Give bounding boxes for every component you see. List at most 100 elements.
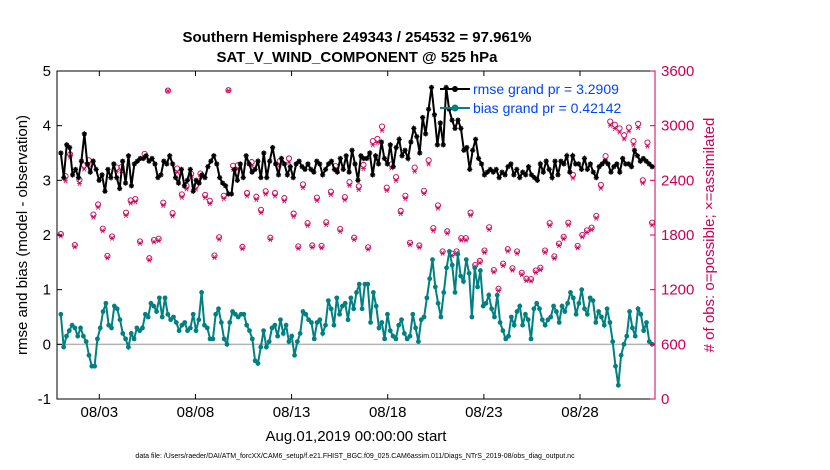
rmse-point: [534, 177, 540, 183]
obs-assimilated-point: [151, 239, 157, 245]
bias-point: [173, 320, 179, 325]
rmse-point: [408, 139, 414, 145]
rmse-point: [152, 161, 158, 167]
bias-point: [154, 309, 159, 314]
obs-assimilated-point: [421, 190, 427, 197]
obs-assimilated-point: [202, 195, 208, 201]
rmse-point: [102, 188, 108, 194]
bias-point: [438, 314, 444, 320]
rmse-point: [70, 172, 76, 178]
bias-point: [534, 300, 540, 306]
rmse-point: [384, 161, 390, 167]
obs-possible-point: [560, 233, 567, 240]
rmse-point: [343, 153, 349, 159]
obs-assimilated-point: [491, 269, 497, 275]
obs-assimilated-point: [617, 129, 622, 135]
bias-point: [514, 309, 520, 314]
data-file-footer: data file: /Users/raeder/DAI/ATM_forcXX/…: [135, 453, 575, 460]
bias-point: [72, 325, 78, 331]
bias-point: [80, 333, 86, 339]
rmse-point: [387, 142, 393, 148]
rmse-point: [634, 153, 641, 159]
obs-assimilated-point: [272, 193, 278, 199]
bias-point: [570, 295, 576, 301]
rmse-point: [564, 153, 570, 159]
rmse-point: [434, 142, 440, 148]
bias-point: [500, 328, 506, 334]
bias-point: [317, 317, 323, 323]
bias-point: [109, 325, 114, 331]
obs-possible-point: [397, 207, 404, 214]
rmse-point: [217, 175, 223, 181]
bias-point: [407, 333, 413, 339]
bias-point: [635, 306, 641, 312]
obs-assimilated-point: [416, 244, 422, 250]
bias-point: [345, 317, 351, 323]
bias-point: [218, 320, 224, 325]
obs-assimilated-point: [612, 125, 618, 132]
rmse-point: [349, 147, 355, 153]
bias-point: [559, 303, 565, 309]
bias-point: [103, 300, 109, 306]
rmse-point: [334, 169, 340, 175]
rmse-point: [340, 166, 346, 172]
obs-possible-point: [393, 174, 400, 181]
bias-point: [365, 281, 371, 287]
rmse-point: [370, 172, 376, 178]
bias-point: [323, 322, 328, 328]
bias-point: [100, 309, 106, 314]
rmse-point: [320, 172, 326, 178]
bias-point: [331, 322, 337, 328]
obs-assimilated-point: [314, 197, 320, 204]
obs-possible-point: [104, 252, 111, 260]
rmse-point: [272, 161, 279, 167]
y-tick-label: -1: [38, 391, 51, 408]
rmse-point: [208, 158, 214, 164]
y-tick-label: 2: [43, 227, 51, 244]
obs-assimilated-point: [291, 213, 297, 219]
obs-assimilated-point: [342, 197, 348, 203]
obs-assimilated-point: [258, 210, 264, 216]
bias-point: [430, 257, 435, 262]
y2-tick-label: 600: [661, 336, 686, 353]
y-axis-label: rmse and bias (model - observation): [14, 115, 31, 355]
bias-point: [204, 325, 210, 331]
obs-assimilated-point: [123, 212, 129, 219]
bias-point: [196, 317, 202, 323]
bias-point: [618, 352, 624, 358]
rmse-point: [317, 161, 323, 167]
rmse-point: [287, 164, 293, 170]
bias-point: [210, 336, 216, 342]
rmse-point: [108, 175, 114, 181]
rmse-point: [575, 161, 582, 167]
rmse-point: [187, 166, 193, 172]
obs-assimilated-point: [105, 255, 110, 261]
bias-point: [385, 311, 390, 317]
obs-assimilated-point: [542, 249, 548, 255]
rmse-point: [61, 175, 67, 181]
rmse-point: [143, 153, 149, 159]
rmse-point: [355, 177, 361, 183]
obs-possible-point: [444, 228, 451, 235]
obs-assimilated-point: [500, 262, 506, 269]
obs-assimilated-markers: [58, 87, 655, 294]
bias-point: [227, 320, 233, 325]
bias-point: [582, 306, 587, 312]
bias-point: [145, 314, 151, 320]
obs-possible-point: [318, 242, 325, 249]
obs-possible-point: [346, 179, 353, 186]
legend: rmse grand pr = 3.2909 bias grand pr = 0…: [440, 81, 621, 116]
rmse-point: [555, 172, 561, 178]
obs-assimilated-point: [137, 240, 143, 246]
obs-possible-point: [71, 241, 78, 249]
obs-assimilated-point: [575, 245, 581, 251]
obs-assimilated-point: [165, 88, 171, 94]
bias-point: [387, 328, 393, 334]
rmse-point: [58, 150, 64, 156]
obs-assimilated-point: [263, 191, 269, 197]
rmse-point: [125, 153, 132, 159]
obs-possible-point: [630, 138, 637, 145]
bias-point: [477, 268, 483, 273]
obs-assimilated-point: [551, 255, 557, 261]
bias-point: [401, 331, 407, 336]
